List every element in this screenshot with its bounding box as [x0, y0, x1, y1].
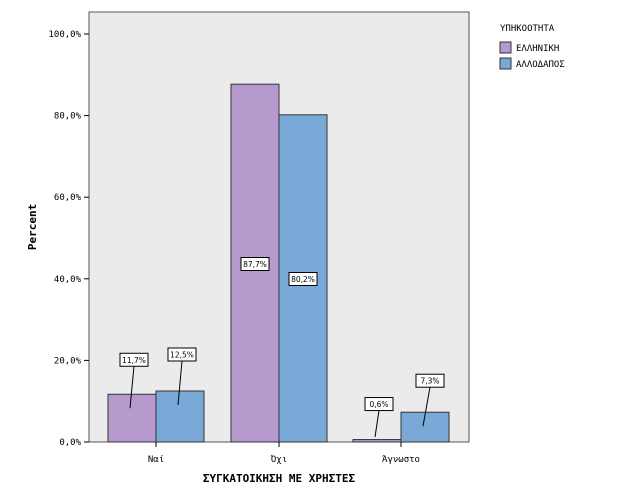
data-label-agnosto-allodapos: 7,3%	[420, 377, 439, 386]
bar-agnosto-elliniki	[352, 439, 402, 443]
data-label-box	[167, 347, 197, 362]
data-label-leader	[129, 366, 135, 409]
y-tick-label: 40,0%	[54, 275, 82, 285]
data-label-box	[119, 352, 149, 367]
legend-swatch-elliniki	[499, 41, 512, 54]
data-label-nai-allodapos: 12,5%	[170, 351, 194, 360]
bar-nai-allodapos	[155, 390, 205, 443]
legend-swatch-allodapos	[499, 57, 512, 70]
y-tick-label: 20,0%	[54, 356, 82, 366]
x-axis: Ναί Όχι Άγνωστο	[148, 442, 420, 465]
y-tick-label: 0,0%	[59, 438, 81, 448]
y-axis: 0,0% 20,0% 40,0% 60,0% 80,0% 100,0%	[48, 30, 89, 448]
legend-label-allodapos: ΑΛΛΟΔΑΠΟΣ	[516, 60, 565, 70]
data-label-leader	[374, 410, 380, 438]
data-labels-group: 11,7% 12,5% 87,7% 80,2% 0,6% 7,3%	[119, 257, 445, 438]
y-tick-label: 100,0%	[48, 30, 81, 40]
y-tick-label: 60,0%	[54, 193, 82, 203]
data-label-box	[240, 257, 270, 271]
legend-label-elliniki: ΕΛΛΗΝΙΚΗ	[516, 44, 559, 54]
y-tick-label: 80,0%	[54, 112, 82, 122]
data-label-agnosto-elliniki: 0,6%	[369, 400, 388, 409]
bar-nai-elliniki	[107, 393, 157, 443]
legend-title: ΥΠΗΚΟΟΤΗΤΑ	[500, 24, 555, 34]
x-tick-label-ochi: Όχι	[270, 454, 287, 465]
data-label-leader	[422, 387, 431, 427]
x-axis-title: ΣΥΓΚΑΤΟΙΚΗΣΗ ΜΕ ΧΡΗΣΤΕΣ	[203, 472, 356, 485]
data-label-box	[288, 272, 318, 286]
data-label-box	[364, 397, 394, 412]
y-axis-title: Percent	[26, 204, 39, 250]
legend: ΥΠΗΚΟΟΤΗΤΑ ΕΛΛΗΝΙΚΗ ΑΛΛΟΔΑΠΟΣ	[499, 24, 565, 70]
x-tick-label-agnosto: Άγνωστο	[382, 455, 420, 465]
data-label-ochi-allodapos: 80,2%	[291, 275, 315, 284]
data-label-box	[415, 373, 445, 388]
data-label-ochi-elliniki: 87,7%	[243, 260, 267, 269]
x-tick-label-nai: Ναί	[148, 455, 164, 465]
data-label-nai-elliniki: 11,7%	[122, 356, 146, 365]
data-label-leader	[177, 360, 183, 406]
